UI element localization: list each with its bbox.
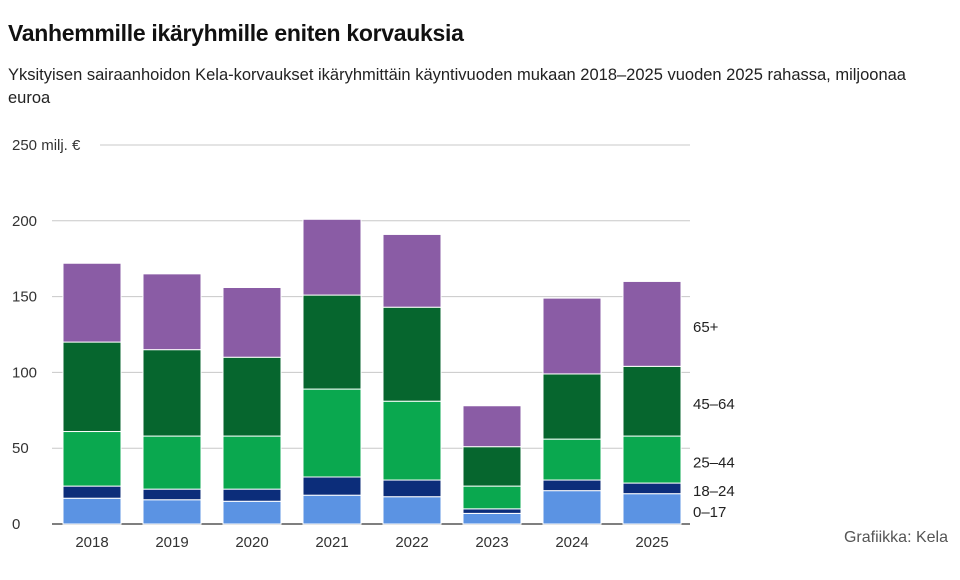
bar-segment bbox=[382, 496, 442, 525]
x-tick-label: 2020 bbox=[235, 534, 268, 551]
bar-segment bbox=[622, 280, 682, 367]
legend: 0–17 18–24 25–44 45–64 65+ bbox=[693, 319, 735, 521]
bar-segment bbox=[542, 373, 602, 440]
bar-segment bbox=[382, 233, 442, 308]
bar-segment bbox=[542, 479, 602, 492]
bar-segment bbox=[142, 499, 202, 525]
credit-text: Grafiikka: Kela bbox=[843, 529, 948, 546]
bar-segment bbox=[222, 435, 282, 490]
x-tick-label: 2018 bbox=[75, 534, 108, 551]
x-tick-label: 2019 bbox=[155, 534, 188, 551]
legend-label: 45–64 bbox=[693, 396, 735, 413]
y-tick-label: 200 bbox=[12, 213, 37, 230]
bar-segment bbox=[222, 500, 282, 525]
chart-title: Vanhemmille ikäryhmille eniten korvauksi… bbox=[8, 20, 464, 46]
bar-segment bbox=[542, 297, 602, 375]
bar-segment bbox=[302, 294, 362, 390]
y-tick-label: 250 milj. € bbox=[12, 137, 81, 154]
bar-segment bbox=[222, 488, 282, 502]
bar-segment bbox=[302, 476, 362, 496]
bar-segment bbox=[302, 218, 362, 296]
y-axis-tick-labels: 0 50 100 150 200 250 milj. € bbox=[12, 137, 81, 533]
x-axis-tick-labels: 2018 2019 2020 2021 2022 2023 2024 2025 bbox=[75, 534, 668, 551]
x-tick-label: 2021 bbox=[315, 534, 348, 551]
bar-segment bbox=[462, 508, 522, 514]
bar-segment bbox=[462, 512, 522, 525]
legend-label: 25–44 bbox=[693, 455, 735, 472]
bar-segment bbox=[462, 405, 522, 448]
legend-label: 18–24 bbox=[693, 483, 735, 500]
x-tick-label: 2022 bbox=[395, 534, 428, 551]
bar-segment bbox=[382, 306, 442, 402]
bar-segment bbox=[462, 485, 522, 510]
legend-label: 65+ bbox=[693, 319, 719, 336]
bar-segment bbox=[62, 262, 122, 343]
x-tick-label: 2025 bbox=[635, 534, 668, 551]
x-tick-label: 2024 bbox=[555, 534, 588, 551]
bars bbox=[62, 218, 682, 525]
bar-segment bbox=[622, 435, 682, 484]
bar-segment bbox=[622, 365, 682, 437]
y-tick-label: 50 bbox=[12, 440, 29, 457]
bar-segment bbox=[142, 349, 202, 437]
bar-segment bbox=[542, 438, 602, 481]
bar-segment bbox=[142, 435, 202, 490]
bar-segment bbox=[542, 490, 602, 525]
y-tick-label: 100 bbox=[12, 364, 37, 381]
bar-segment bbox=[62, 431, 122, 487]
bar-segment bbox=[302, 388, 362, 478]
bar-segment bbox=[62, 341, 122, 433]
bar-segment bbox=[62, 497, 122, 525]
chart-subtitle: Yksityisen sairaanhoidon Kela-korvaukset… bbox=[8, 66, 906, 107]
bar-segment bbox=[142, 488, 202, 501]
bar-segment bbox=[222, 356, 282, 437]
y-tick-label: 0 bbox=[12, 516, 20, 533]
x-tick-label: 2023 bbox=[475, 534, 508, 551]
legend-label: 0–17 bbox=[693, 504, 726, 521]
bar-segment bbox=[382, 479, 442, 498]
bar-segment bbox=[622, 493, 682, 525]
bar-segment bbox=[222, 287, 282, 358]
bar-segment bbox=[382, 400, 442, 481]
bar-segment bbox=[62, 485, 122, 499]
bar-segment bbox=[142, 273, 202, 351]
bar-segment bbox=[462, 446, 522, 487]
bar-segment bbox=[622, 482, 682, 495]
bar-segment bbox=[302, 494, 362, 525]
y-tick-label: 150 bbox=[12, 289, 37, 306]
